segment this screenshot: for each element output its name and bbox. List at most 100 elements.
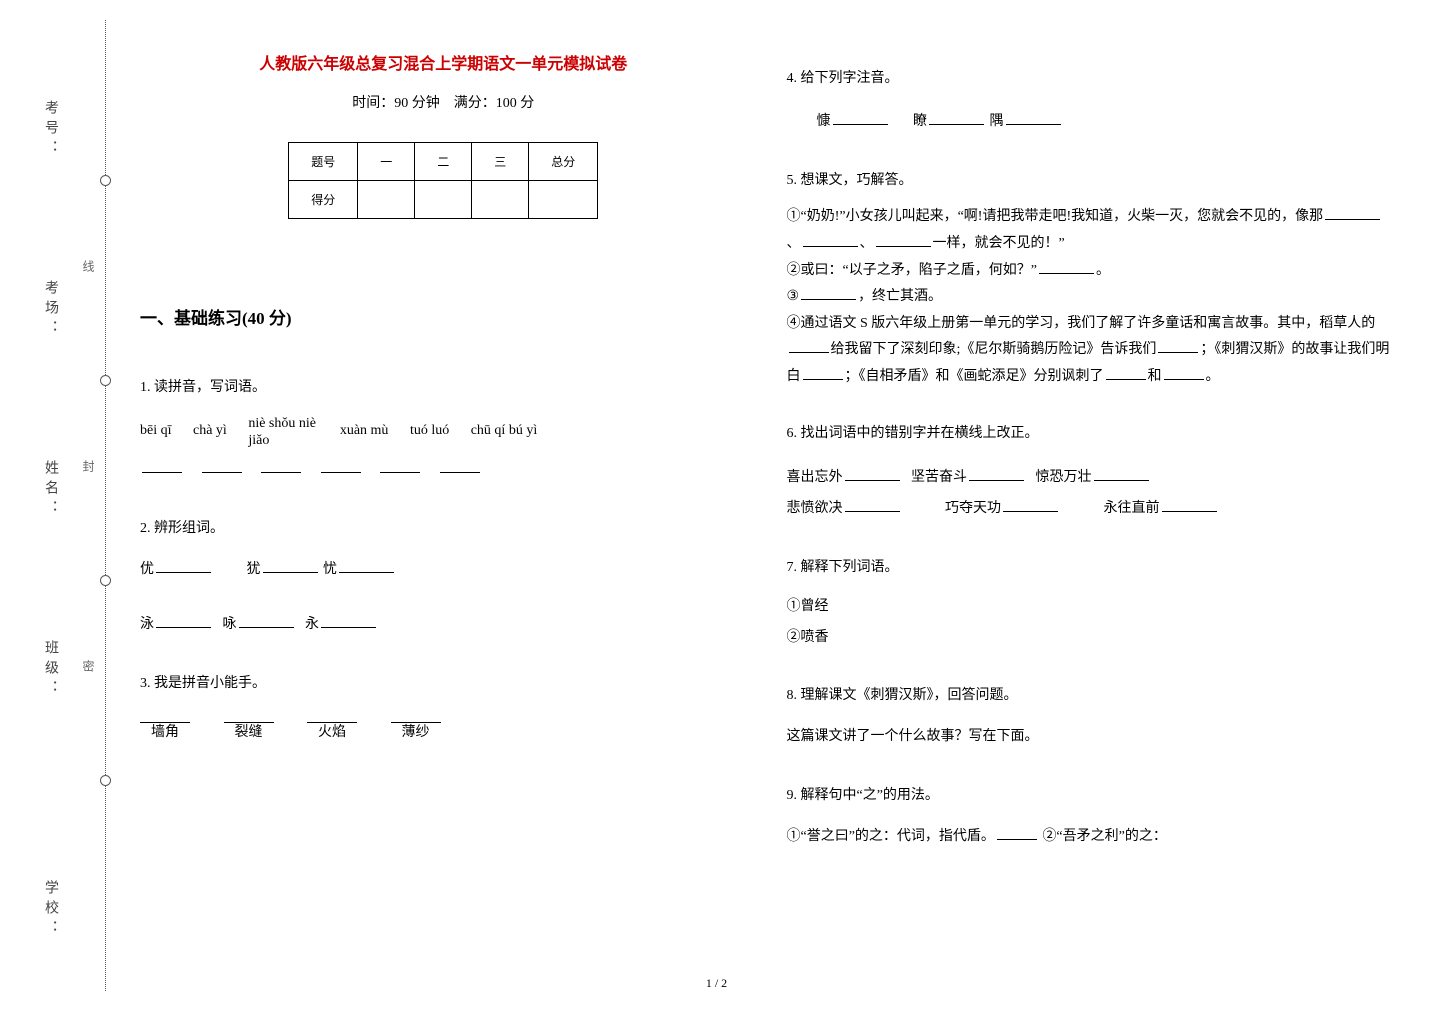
pinyin-item: chū qí bú yì <box>471 416 538 447</box>
text-segment: 给我留下了深刻印象;《尼尔斯骑鹅历险记》告诉我们 <box>831 342 1157 357</box>
word-item: 喜出忘外 <box>787 470 843 485</box>
strip-label-exam-id: 考号： <box>40 100 60 160</box>
text-segment: 一样，就会不见的！” <box>933 236 1065 251</box>
text-segment: ③ <box>787 289 800 304</box>
pinyin-item: chà yì <box>193 416 227 447</box>
strip-inner-label: 密 <box>80 660 97 690</box>
answer-blank[interactable] <box>261 458 301 473</box>
question-prompt: 9. 解释句中“之”的用法。 <box>787 781 1394 812</box>
list-item: ②喷香 <box>787 623 1394 654</box>
answer-blank[interactable] <box>1094 466 1149 481</box>
answer-blank[interactable] <box>845 497 900 512</box>
answer-blank[interactable] <box>321 458 361 473</box>
score-cell <box>415 181 472 219</box>
score-row-label: 得分 <box>289 181 358 219</box>
word-item: 悲愤欲决 <box>787 501 843 516</box>
char-item: 优 <box>140 562 154 577</box>
circle-mark <box>100 775 111 786</box>
answer-blank[interactable] <box>1003 497 1058 512</box>
answer-blank[interactable] <box>339 558 394 573</box>
answer-blank[interactable] <box>1039 258 1094 273</box>
question-prompt: 7. 解释下列词语。 <box>787 553 1394 584</box>
answer-blank[interactable] <box>1325 205 1380 220</box>
answer-blank[interactable] <box>1164 365 1204 380</box>
strip-inner-label: 封 <box>80 460 97 490</box>
question-prompt: 6. 找出词语中的错别字并在横线上改正。 <box>787 419 1394 450</box>
question-2: 2. 辨形组词。 优 犹 忧 泳 咏 永 <box>140 514 747 640</box>
score-cell <box>358 181 415 219</box>
answer-blank[interactable] <box>1162 497 1217 512</box>
char-item: 永 <box>305 617 319 632</box>
strip-label-room: 考场： <box>40 280 60 340</box>
pinyin-item: xuàn mù <box>340 416 389 447</box>
answer-blank[interactable] <box>307 709 357 723</box>
char-item: 咏 <box>223 617 237 632</box>
question-9: 9. 解释句中“之”的用法。 ①“誉之曰”的之：代词，指代盾。 ②“吾矛之利”的… <box>787 781 1394 853</box>
answer-blank[interactable] <box>833 109 888 124</box>
answer-blank[interactable] <box>202 458 242 473</box>
pinyin-item: niè shǒu niè jiǎo <box>248 416 318 450</box>
word-item: 惊恐万壮 <box>1036 470 1092 485</box>
score-head: 二 <box>415 143 472 181</box>
circle-mark <box>100 575 111 586</box>
section-heading: 一、基础练习(40 分) <box>140 304 747 329</box>
answer-blank[interactable] <box>845 466 900 481</box>
column-right: 4. 给下列字注音。 慷 瞭 隅 5. 想课文，巧解答。 ①“奶奶!”小女孩儿叫… <box>787 50 1394 981</box>
question-prompt: 8. 理解课文《刺猬汉斯》，回答问题。 <box>787 681 1394 712</box>
question-prompt: 1. 读拼音，写词语。 <box>140 373 747 404</box>
text-segment: ④通过语文 S 版六年级上册第一单元的学习，我们了解了许多童话和寓言故事。其中，… <box>787 316 1376 331</box>
table-row: 得分 <box>289 181 598 219</box>
answer-blank[interactable] <box>1106 365 1146 380</box>
answer-blank[interactable] <box>239 612 294 627</box>
text-segment: 。 <box>1206 369 1220 384</box>
answer-blank[interactable] <box>1006 109 1061 124</box>
question-8: 8. 理解课文《刺猬汉斯》，回答问题。 这篇课文讲了一个什么故事？写在下面。 <box>787 681 1394 753</box>
char-item: 隅 <box>990 114 1004 129</box>
answer-blank[interactable] <box>224 709 274 723</box>
char-item: 忧 <box>323 562 337 577</box>
answer-blank[interactable] <box>142 458 182 473</box>
word-item: 永往直前 <box>1104 501 1160 516</box>
pinyin-over-word: 裂缝 <box>224 709 274 743</box>
question-prompt: 4. 给下列字注音。 <box>787 64 1394 95</box>
char-item: 瞭 <box>913 114 927 129</box>
sub-prompt: 这篇课文讲了一个什么故事？写在下面。 <box>787 722 1394 753</box>
question-3: 3. 我是拼音小能手。 墙角 裂缝 火焰 薄纱 <box>140 669 747 750</box>
char-item: 慷 <box>817 114 831 129</box>
answer-blank[interactable] <box>997 824 1037 839</box>
score-cell <box>472 181 529 219</box>
score-head: 一 <box>358 143 415 181</box>
score-head: 题号 <box>289 143 358 181</box>
answer-blank[interactable] <box>876 232 931 247</box>
answer-blank[interactable] <box>263 558 318 573</box>
circle-mark <box>100 375 111 386</box>
answer-blank[interactable] <box>801 285 856 300</box>
score-head: 三 <box>472 143 529 181</box>
page-number: 1 / 2 <box>706 976 727 991</box>
char-item: 泳 <box>140 617 154 632</box>
binding-strip: 考号： 考场： 姓名： 班级： 学校： 线 封 密 <box>0 0 130 1011</box>
answer-blank[interactable] <box>803 232 858 247</box>
question-prompt: 2. 辨形组词。 <box>140 514 747 545</box>
answer-blank[interactable] <box>969 466 1024 481</box>
text-segment: ②或曰：“以子之矛，陷子之盾，何如？” <box>787 263 1037 278</box>
content-area: 人教版六年级总复习混合上学期语文一单元模拟试卷 时间：90 分钟 满分：100 … <box>130 0 1433 1011</box>
answer-blank[interactable] <box>440 458 480 473</box>
answer-blank[interactable] <box>321 612 376 627</box>
text-segment: ；《自相矛盾》和《画蛇添足》分别讽刺了 <box>845 369 1104 384</box>
word-item: 巧夺天功 <box>945 501 1001 516</box>
answer-blank[interactable] <box>391 709 441 723</box>
answer-blank[interactable] <box>156 558 211 573</box>
answer-blank[interactable] <box>803 365 843 380</box>
answer-blank[interactable] <box>929 109 984 124</box>
page: 考号： 考场： 姓名： 班级： 学校： 线 封 密 人教版六年级总复习混合上学期… <box>0 0 1433 1011</box>
answer-blank[interactable] <box>156 612 211 627</box>
pinyin-over-word: 火焰 <box>307 709 357 743</box>
answer-blank[interactable] <box>1158 338 1198 353</box>
answer-blank[interactable] <box>140 709 190 723</box>
answer-blank[interactable] <box>380 458 420 473</box>
word-item: 坚苦奋斗 <box>911 470 967 485</box>
question-5: 5. 想课文，巧解答。 ①“奶奶!”小女孩儿叫起来，“啊!请把我带走吧!我知道，… <box>787 166 1394 391</box>
dashed-line <box>105 20 106 991</box>
answer-blank[interactable] <box>789 338 829 353</box>
